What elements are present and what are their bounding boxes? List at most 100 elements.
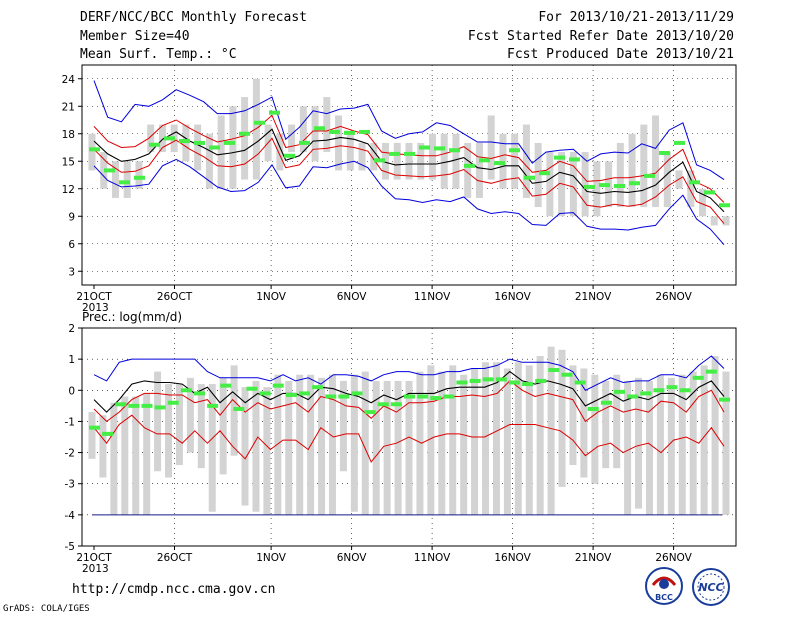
prec-range-bar <box>547 346 555 515</box>
prec-green-marker <box>627 394 639 399</box>
prec-green-marker <box>600 400 612 405</box>
prec-ensemble-mean-line <box>93 370 725 413</box>
temp-range-bar <box>88 133 96 171</box>
source-url[interactable]: http://cmdp.ncc.cma.gov.cn <box>72 582 276 597</box>
prec-green-marker <box>561 372 573 377</box>
temp-green-marker <box>374 158 385 163</box>
forecast-produced-label: Fcst Produced Date 2013/10/21 <box>507 47 734 62</box>
prec-green-marker <box>666 385 678 390</box>
prec-red-upper-line <box>93 380 725 423</box>
prec-green-marker <box>469 378 481 383</box>
prec-range-bar <box>492 362 500 515</box>
temp-range-bar <box>546 152 554 217</box>
temp-ytick-label: 21 <box>62 101 75 113</box>
prec-green-marker <box>285 392 297 397</box>
temp-range-bar <box>288 124 296 153</box>
temp-range-bar <box>358 142 366 171</box>
prec-green-marker <box>128 403 140 408</box>
prec-range-bar <box>449 365 457 515</box>
temp-green-marker <box>464 163 475 168</box>
prec-range-bar <box>328 374 336 515</box>
temp-range-bar <box>722 216 730 226</box>
prec-green-marker <box>115 402 127 407</box>
temp-range-bar <box>382 142 390 180</box>
prec-green-marker <box>233 406 245 411</box>
prec-green-marker <box>482 377 494 382</box>
prec-range-bar <box>88 412 96 459</box>
bcc-logo-text: BCC <box>655 593 673 602</box>
prec-green-marker <box>351 391 363 396</box>
temp-green-marker <box>194 140 205 145</box>
prec-range-bar <box>383 380 391 515</box>
temp-green-marker <box>104 168 115 173</box>
precipitation-variable-label: Prec.: log(mm/d) <box>82 310 182 324</box>
temp-green-marker <box>479 158 490 163</box>
temp-xtick-label: 11NOV <box>414 291 451 303</box>
temp-range-bar <box>229 106 237 189</box>
temp-green-marker <box>239 131 250 136</box>
forecast-started-label: Fcst Started Refer Date 2013/10/20 <box>467 29 734 44</box>
bcc-logo: BCC <box>645 567 683 605</box>
temp-green-marker <box>404 151 415 156</box>
temp-xtick-label: 21NOV <box>575 291 612 303</box>
prec-range-bar <box>438 371 446 515</box>
prec-range-bar <box>165 384 173 478</box>
temp-green-marker <box>254 120 265 125</box>
temp-green-marker <box>629 181 640 186</box>
prec-ytick-label: -5 <box>65 541 75 553</box>
prec-xtick-label: 16NOV <box>494 552 531 564</box>
temp-range-bar <box>616 142 624 208</box>
temp-green-marker <box>704 190 715 195</box>
prec-green-marker <box>180 388 192 393</box>
temp-green-marker <box>209 145 220 150</box>
prec-xtick-label: 26OCT <box>157 552 193 564</box>
prec-range-bar <box>405 380 413 515</box>
temp-range-bar <box>346 133 354 171</box>
temp-green-marker <box>449 148 460 153</box>
prec-xtick-label: 6NOV <box>337 552 368 564</box>
prec-range-bar <box>350 374 358 512</box>
prec-ytick-label: 0 <box>68 385 75 397</box>
prec-range-bar <box>569 365 577 466</box>
prec-range-bar <box>416 371 424 515</box>
temp-range-bar <box>123 161 131 198</box>
prec-range-bar <box>645 380 653 515</box>
prec-range-bar <box>372 380 380 515</box>
prec-range-bar <box>700 365 708 515</box>
temp-range-bar <box>663 152 671 208</box>
prec-range-bar <box>186 377 194 453</box>
temp-xtick-label: 26NOV <box>655 291 692 303</box>
temp-range-bar <box>323 97 331 153</box>
prec-xtick-label: 11NOV <box>414 552 451 564</box>
prec-green-marker <box>456 380 468 385</box>
prec-range-bar <box>110 402 118 515</box>
temp-range-bar <box>628 133 636 208</box>
prec-green-marker <box>220 383 232 388</box>
temp-xtick-label: 16NOV <box>494 291 531 303</box>
member-size-label: Member Size=40 <box>80 29 190 44</box>
temp-year-label: 2013 <box>82 302 109 314</box>
temp-green-marker <box>344 130 355 135</box>
temp-xtick-label: 21OCT <box>76 291 112 303</box>
prec-green-marker <box>404 394 415 399</box>
temp-range-bar <box>581 152 589 217</box>
temp-range-bar <box>710 216 718 226</box>
temp-range-bar <box>640 124 648 208</box>
temp-range-bar <box>205 133 213 189</box>
prec-range-bar <box>482 362 490 515</box>
prec-range-bar <box>208 384 216 512</box>
prec-red-lower-line <box>93 414 725 463</box>
temp-green-marker <box>149 142 160 147</box>
temp-green-marker <box>329 129 340 134</box>
prec-range-bar <box>635 377 643 509</box>
prec-range-bar <box>274 374 282 515</box>
temp-range-bar <box>299 106 307 153</box>
temp-range-bar <box>217 115 225 189</box>
temp-range-bar <box>335 115 343 171</box>
prec-ytick-label: -4 <box>65 510 76 522</box>
temp-range-bar <box>405 142 413 180</box>
temp-range-bar <box>522 124 530 198</box>
prec-range-bar <box>602 380 610 469</box>
prec-green-marker <box>338 394 350 399</box>
prec-green-marker <box>154 405 166 410</box>
